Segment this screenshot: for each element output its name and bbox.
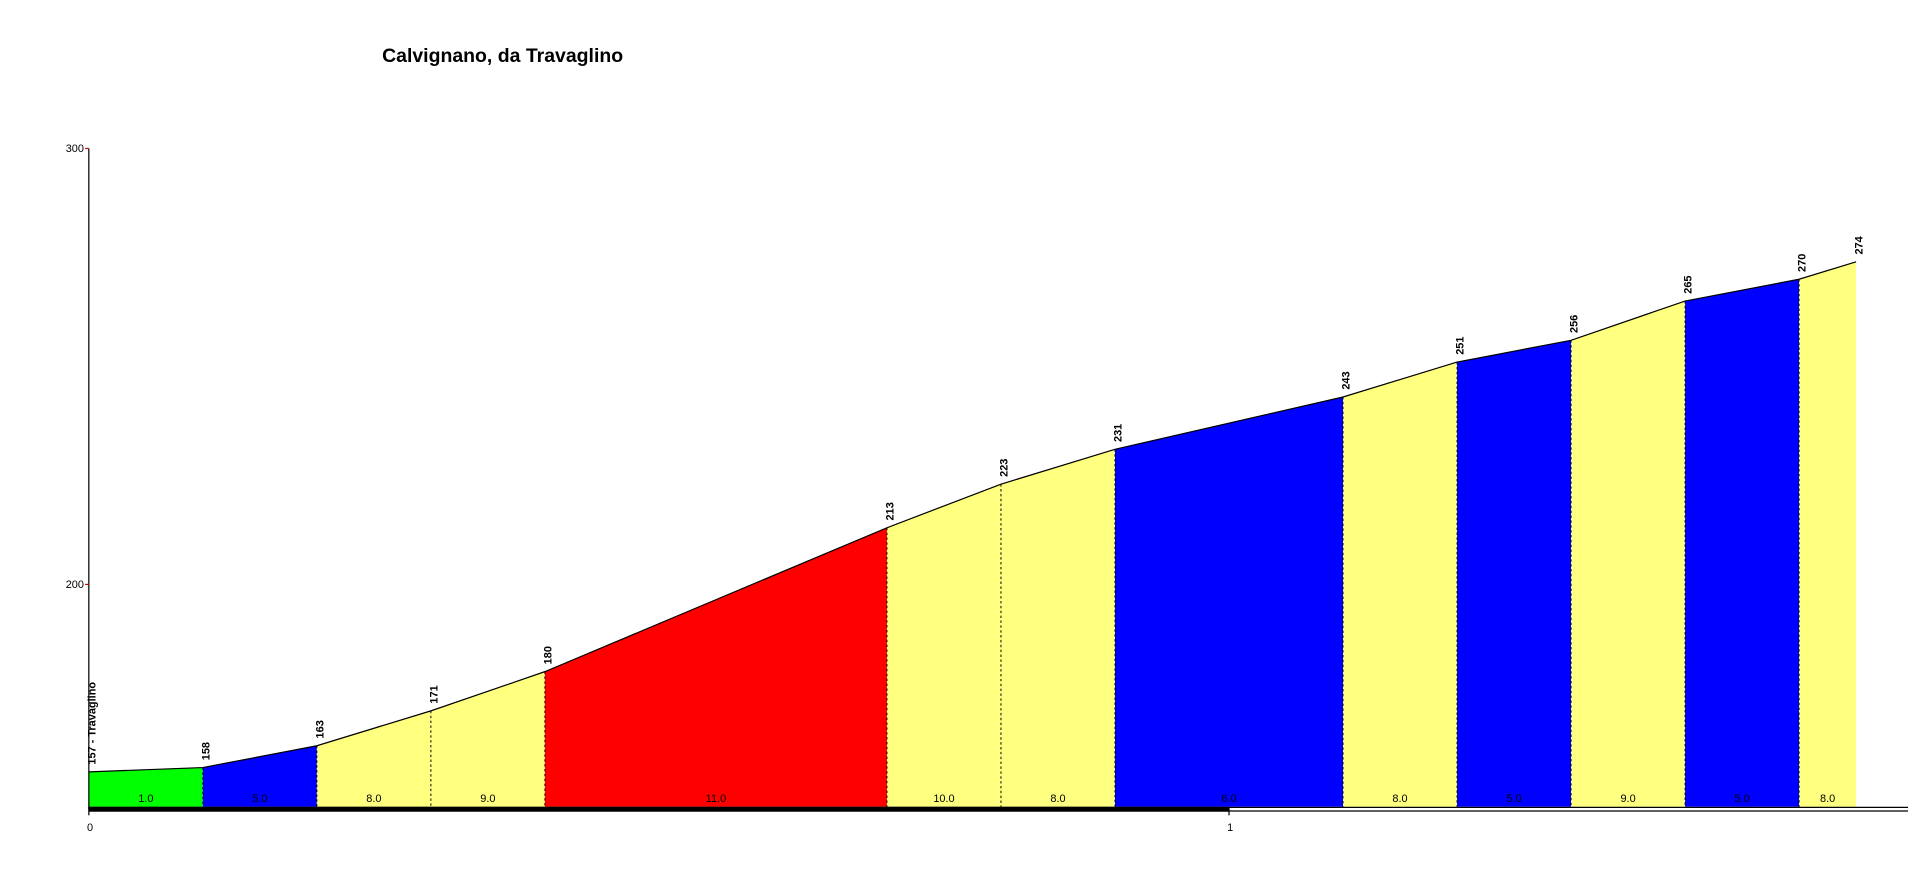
chart-title: Calvignano, da Travaglino <box>382 45 623 67</box>
segment <box>1000 449 1115 807</box>
elevation-label: 158 <box>200 742 212 760</box>
gradient-label: 5.0 <box>1506 793 1521 805</box>
gradient-label: 8.0 <box>1050 793 1065 805</box>
gradient-label: 5.0 <box>252 793 267 805</box>
gradient-label: 8.0 <box>1820 793 1835 805</box>
elevation-label: 251 <box>1455 337 1467 355</box>
x-tick-label: 0 <box>87 822 93 834</box>
gradient-label: 8.0 <box>366 793 381 805</box>
segment <box>202 745 317 807</box>
y-tick-label: 300 <box>66 143 84 155</box>
gradient-label: 1.0 <box>138 793 153 805</box>
gradient-label: 9.0 <box>1620 793 1635 805</box>
segment <box>1114 396 1344 807</box>
x-tick-label: 1 <box>1227 822 1233 834</box>
elevation-label: 265 <box>1683 276 1695 294</box>
gradient-label: 8.0 <box>1392 793 1407 805</box>
elevation-label: 180 <box>542 646 554 664</box>
elevation-label: 213 <box>884 502 896 520</box>
profile-line <box>88 261 1857 773</box>
gradient-label: 11.0 <box>706 793 726 805</box>
segment <box>88 767 203 807</box>
elevation-label: 270 <box>1797 254 1809 272</box>
gradient-label: 9.0 <box>480 793 495 805</box>
segment <box>544 527 887 807</box>
x-axis-bar <box>88 806 1230 812</box>
gradient-label: 5.0 <box>1734 793 1749 805</box>
segment <box>430 671 545 807</box>
segment <box>1571 301 1686 807</box>
gradient-label: 10.0 <box>933 793 954 805</box>
elevation-label: 231 <box>1113 424 1125 442</box>
gradient-label: 6.0 <box>1221 793 1236 805</box>
segment <box>316 710 431 807</box>
segment <box>1685 279 1800 807</box>
elevation-label: 171 <box>428 685 440 703</box>
elevation-label: 223 <box>999 459 1011 477</box>
elevation-label: 163 <box>314 720 326 738</box>
segment <box>1457 340 1572 807</box>
segment <box>886 484 1001 807</box>
elevation-label: 274 <box>1854 235 1866 254</box>
elevation-label: 157 - Travaglino <box>86 682 98 765</box>
elevation-label: 256 <box>1569 315 1581 333</box>
segment <box>1343 362 1458 807</box>
elevation-label: 243 <box>1341 371 1353 389</box>
segment <box>1799 261 1857 807</box>
y-tick-label: 200 <box>66 579 84 591</box>
